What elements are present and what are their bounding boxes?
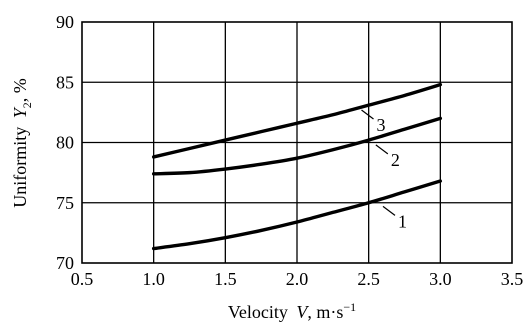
curve-1-leader — [382, 205, 396, 216]
curve-2 — [151, 116, 443, 176]
curve-1-label: 1 — [398, 211, 407, 231]
curve-3-label: 3 — [377, 115, 386, 135]
x-tick-label: 1.0 — [142, 269, 165, 289]
x-tick-labels: 0.5 1.0 1.5 2.0 2.5 3.0 3.5 — [71, 269, 524, 289]
x-tick-label: 3.5 — [501, 269, 524, 289]
curve-3-leader — [361, 109, 374, 120]
curves: 1 23 — [151, 82, 443, 251]
x-tick-label: 1.5 — [214, 269, 237, 289]
curve-2-label: 2 — [391, 150, 400, 170]
x-tick-label: 2.5 — [357, 269, 380, 289]
plot-frame — [81, 21, 513, 264]
grid-lines — [82, 22, 512, 263]
y-tick-label: 85 — [56, 72, 74, 92]
x-tick-label: 2.0 — [286, 269, 309, 289]
x-tick-label: 3.0 — [429, 269, 452, 289]
curve-1 — [151, 179, 443, 251]
y-tick-label: 75 — [56, 193, 74, 213]
y-tick-labels: 70 75 80 85 90 — [56, 12, 74, 273]
y-tick-label: 70 — [56, 253, 74, 273]
x-axis-label: Velocity V, m·s−1 — [228, 300, 356, 322]
y-axis-label: Uniformity Y2, % — [10, 78, 34, 208]
curve-2-leader — [375, 144, 389, 155]
y-tick-label: 80 — [56, 133, 74, 153]
curve-3 — [151, 82, 443, 159]
x-tick-label: 0.5 — [71, 269, 94, 289]
y-tick-label: 90 — [56, 12, 74, 32]
